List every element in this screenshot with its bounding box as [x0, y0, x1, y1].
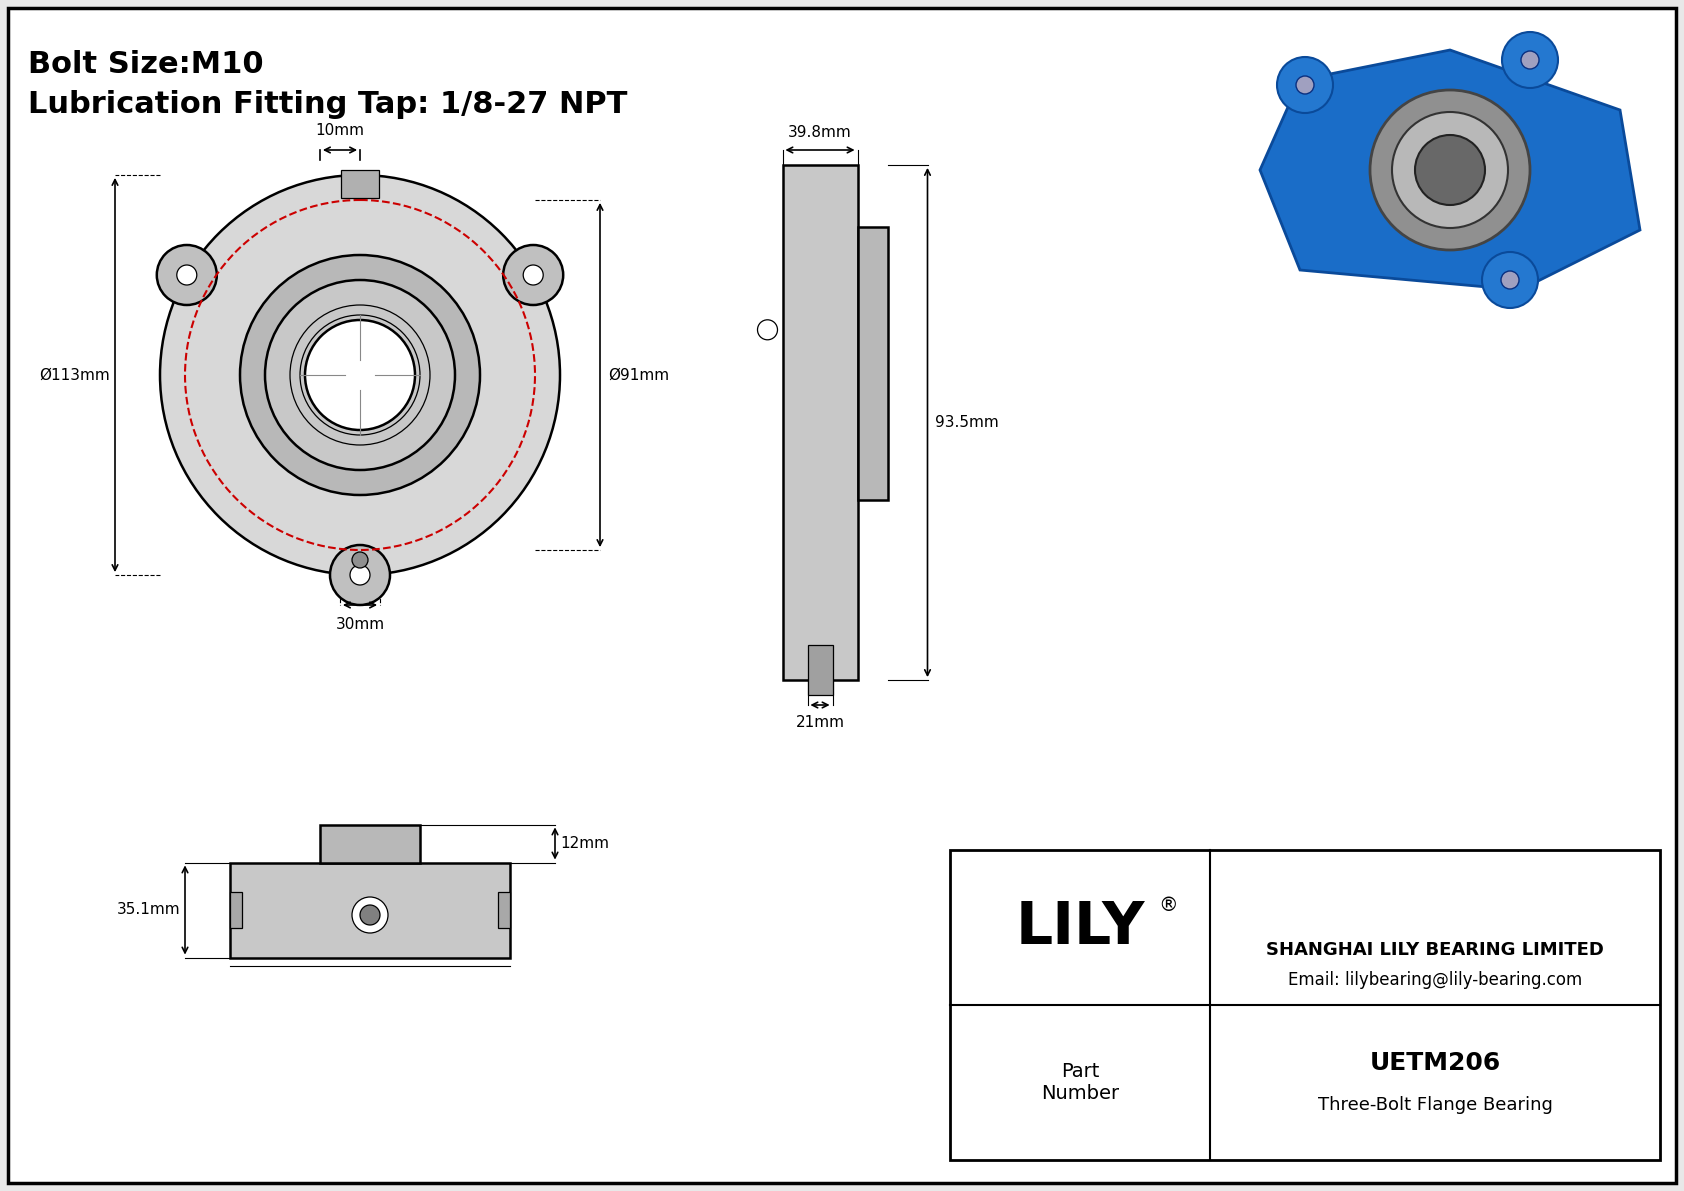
Text: Lubrication Fitting Tap: 1/8-27 NPT: Lubrication Fitting Tap: 1/8-27 NPT	[29, 91, 628, 119]
Text: Ø113mm: Ø113mm	[39, 368, 109, 382]
Bar	[340, 170, 379, 198]
Circle shape	[360, 905, 381, 925]
Text: SHANGHAI LILY BEARING LIMITED: SHANGHAI LILY BEARING LIMITED	[1266, 941, 1603, 959]
Circle shape	[1521, 51, 1539, 69]
Bar	[320, 824, 419, 862]
Circle shape	[352, 897, 387, 933]
Circle shape	[177, 266, 197, 285]
Text: 21mm: 21mm	[795, 715, 844, 730]
Circle shape	[758, 320, 778, 339]
Text: UETM206: UETM206	[1369, 1050, 1500, 1074]
Bar	[783, 166, 857, 680]
Text: Ø91mm: Ø91mm	[608, 368, 669, 382]
Text: Three-Bolt Flange Bearing: Three-Bolt Flange Bearing	[1317, 1096, 1553, 1114]
Text: 39.8mm: 39.8mm	[788, 125, 852, 141]
Circle shape	[1500, 272, 1519, 289]
Text: 10mm: 10mm	[315, 123, 364, 138]
Text: 12mm: 12mm	[561, 836, 610, 852]
Bar	[231, 892, 242, 928]
Circle shape	[1415, 135, 1485, 205]
Text: 30mm: 30mm	[335, 617, 384, 632]
Text: Part
Number: Part Number	[1041, 1062, 1120, 1103]
Text: Email: lilybearing@lily-bearing.com: Email: lilybearing@lily-bearing.com	[1288, 971, 1583, 989]
Circle shape	[1502, 32, 1558, 88]
Circle shape	[1393, 112, 1507, 227]
Text: LILY: LILY	[1015, 899, 1145, 956]
Bar	[231, 862, 510, 958]
Text: 35.1mm: 35.1mm	[116, 903, 180, 917]
Circle shape	[504, 245, 562, 305]
Circle shape	[160, 175, 561, 575]
Circle shape	[305, 320, 414, 430]
Circle shape	[157, 245, 217, 305]
Circle shape	[352, 551, 369, 568]
Polygon shape	[1260, 50, 1640, 289]
Circle shape	[241, 255, 480, 495]
Bar	[808, 646, 832, 696]
Bar	[857, 226, 887, 500]
Circle shape	[330, 545, 391, 605]
Text: Bolt Size:M10: Bolt Size:M10	[29, 50, 264, 79]
Text: 93.5mm: 93.5mm	[936, 414, 999, 430]
Circle shape	[1371, 91, 1531, 250]
Bar	[950, 850, 1660, 1160]
Circle shape	[524, 266, 544, 285]
Circle shape	[1297, 76, 1314, 94]
Circle shape	[1482, 252, 1537, 308]
Text: ®: ®	[1159, 896, 1177, 915]
Bar	[498, 892, 510, 928]
Circle shape	[350, 565, 370, 585]
Circle shape	[264, 280, 455, 470]
Circle shape	[1276, 57, 1334, 113]
